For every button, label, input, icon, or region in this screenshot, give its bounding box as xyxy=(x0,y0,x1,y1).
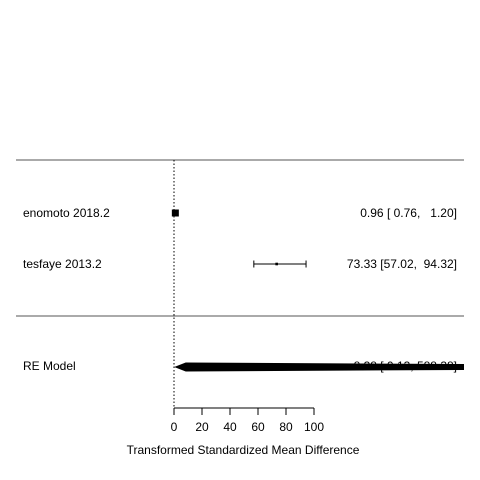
summary-diamond xyxy=(174,362,464,372)
x-axis-tick-label: 80 xyxy=(279,420,293,434)
study-point-marker xyxy=(275,262,278,266)
study-label: tesfaye 2013.2 xyxy=(23,257,102,271)
x-axis-tick-label: 60 xyxy=(251,420,265,434)
summary-row: RE Model 8.38 [ 0.13, 588.38] xyxy=(23,359,464,373)
x-axis: 0 20 40 60 80 100 xyxy=(171,407,324,434)
x-axis-tick-label: 20 xyxy=(195,420,209,434)
study-ci-text: 73.33 [57.02, 94.32] xyxy=(347,257,457,271)
study-row: tesfaye 2013.2 73.33 [57.02, 94.32] xyxy=(23,257,457,271)
study-point-marker xyxy=(171,209,179,217)
summary-label: RE Model xyxy=(23,359,76,373)
study-label: enomoto 2018.2 xyxy=(23,206,110,220)
x-axis-tick-label: 100 xyxy=(304,420,324,434)
x-axis-label: Transformed Standardized Mean Difference xyxy=(127,443,360,457)
x-axis-tick-label: 0 xyxy=(171,420,178,434)
study-row: enomoto 2018.2 0.96 [ 0.76, 1.20] xyxy=(23,206,457,220)
x-axis-tick-label: 40 xyxy=(223,420,237,434)
study-ci-text: 0.96 [ 0.76, 1.20] xyxy=(360,206,457,220)
